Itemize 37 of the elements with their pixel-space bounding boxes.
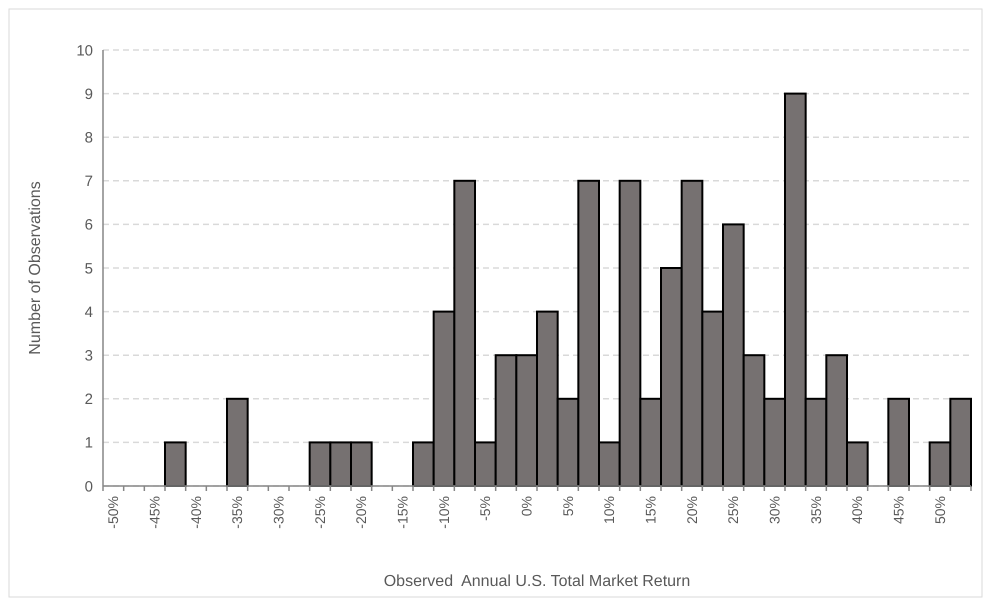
y-tick-label: 4 xyxy=(84,304,93,321)
y-tick-label: 2 xyxy=(84,391,93,408)
x-tick-label: -25% xyxy=(312,496,328,529)
y-tick-label: 1 xyxy=(84,434,93,452)
x-tick-label: 15% xyxy=(642,496,659,524)
x-tick-label: 20% xyxy=(684,496,700,524)
y-tick-label: 8 xyxy=(84,129,93,146)
x-tick-label: 10% xyxy=(601,496,618,524)
y-axis-title: Number of Observations xyxy=(27,181,44,355)
x-tick-label: -45% xyxy=(146,496,163,529)
x-tick-label: 40% xyxy=(849,496,866,524)
x-tick-label: 0% xyxy=(518,496,535,516)
y-tick-label: 10 xyxy=(76,42,93,60)
x-tick-label: -15% xyxy=(394,496,411,529)
x-tick-label: 5% xyxy=(560,496,576,516)
bar xyxy=(164,441,187,487)
y-tick-label: 3 xyxy=(84,347,93,364)
x-tick-label: 25% xyxy=(725,496,742,524)
x-tick-label: -30% xyxy=(270,496,287,529)
x-tick-label: 50% xyxy=(932,496,948,524)
y-tick-label: 5 xyxy=(84,260,93,278)
y-tick-label: 0 xyxy=(84,478,93,496)
x-tick-label: 35% xyxy=(808,496,824,524)
x-axis-title: Observed Annual U.S. Total Market Return xyxy=(384,573,690,590)
x-tick-label: -35% xyxy=(229,496,246,529)
bar xyxy=(226,398,249,487)
x-tick-label: -10% xyxy=(436,496,452,529)
bar xyxy=(887,398,910,487)
x-tick-label: -40% xyxy=(188,496,204,529)
x-tick-label: 30% xyxy=(766,496,783,524)
x-tick-label: -20% xyxy=(353,496,370,529)
x-tick-label: -5% xyxy=(477,496,494,521)
x-tick-label: -50% xyxy=(105,496,122,529)
y-tick-label: 9 xyxy=(84,86,93,103)
x-tick-label: 45% xyxy=(890,496,907,524)
y-tick-label: 7 xyxy=(84,173,93,190)
y-tick-label: 6 xyxy=(84,216,93,234)
